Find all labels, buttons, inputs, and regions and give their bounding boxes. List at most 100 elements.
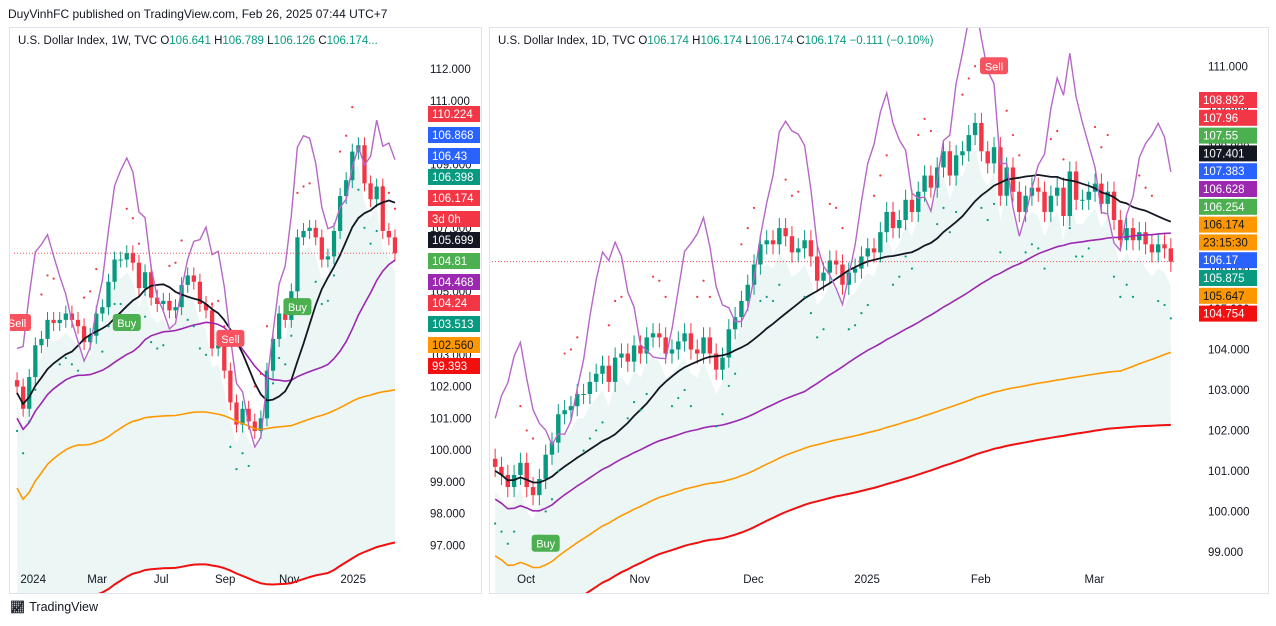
sar-dot xyxy=(595,429,598,432)
sar-dot xyxy=(816,336,819,339)
candle-body xyxy=(972,122,978,136)
sar-dot xyxy=(632,401,636,404)
candle-body xyxy=(871,248,877,253)
sar-dot xyxy=(992,202,996,205)
daily-chart-legend: U.S. Dollar Index, 1D, TVC O106.174 H106… xyxy=(498,35,933,47)
candle-body xyxy=(1099,183,1104,204)
sar-dot xyxy=(601,421,604,424)
sar-dot xyxy=(721,413,724,416)
candle-body xyxy=(325,256,331,260)
candle-body xyxy=(252,421,257,431)
candle-body xyxy=(100,307,105,314)
weekly-low: 106.126 xyxy=(273,35,316,47)
weekly-chart-canvas[interactable]: 112.000111.000110.000109.000108.000107.0… xyxy=(10,28,481,593)
weekly-symbol: U.S. Dollar Index, 1W, TVC xyxy=(18,35,158,47)
x-tick-label: Mar xyxy=(87,574,107,586)
sar-dot xyxy=(809,311,812,315)
sar-dot xyxy=(296,191,299,194)
candle-body xyxy=(69,313,75,320)
sar-dot xyxy=(253,385,256,388)
sar-dot xyxy=(345,134,348,137)
candle-body xyxy=(726,329,732,358)
weekly-chart-panel[interactable]: 112.000111.000110.000109.000108.000107.0… xyxy=(9,27,482,594)
sar-dot xyxy=(708,295,711,299)
sar-dot xyxy=(967,77,970,80)
price-label: 106.868 xyxy=(432,130,474,142)
sar-dot xyxy=(28,420,31,423)
sar-dot xyxy=(506,542,509,545)
daily-chart-canvas[interactable]: 111.000110.000109.000108.000107.000106.0… xyxy=(490,28,1268,593)
candle-body xyxy=(301,230,306,238)
sar-dot xyxy=(137,242,141,245)
x-tick-label: 2024 xyxy=(20,574,46,586)
sar-dot xyxy=(338,150,342,153)
candle-body xyxy=(203,304,209,311)
ma-red-line xyxy=(585,423,1171,593)
price-label: 105.647 xyxy=(1203,291,1245,303)
daily-chart-panel[interactable]: 111.000110.000109.000108.000107.000106.0… xyxy=(489,27,1269,594)
y-tick-label: 101.000 xyxy=(430,413,472,425)
sar-dot xyxy=(64,356,67,360)
sar-dot xyxy=(1119,295,1122,299)
candle-body xyxy=(979,122,984,152)
tradingview-brand[interactable]: 📈︎ TradingView xyxy=(10,600,98,614)
sar-dot xyxy=(1024,251,1027,254)
price-label-box xyxy=(1199,252,1257,269)
tradingview-logo-icon: 📈︎ xyxy=(10,600,26,614)
candle-body xyxy=(1048,195,1054,212)
candle-body xyxy=(777,228,782,245)
candle-body xyxy=(543,454,548,479)
sar-dot xyxy=(582,449,585,452)
sar-dot xyxy=(1011,133,1015,137)
candle-body xyxy=(130,253,135,263)
sar-dot xyxy=(290,334,293,337)
sar-dot xyxy=(265,325,269,328)
sar-dot xyxy=(639,409,642,412)
sar-dot xyxy=(326,299,330,302)
price-label-box xyxy=(1199,145,1257,162)
sar-dot xyxy=(841,227,844,230)
candle-body xyxy=(492,458,498,467)
sar-dot xyxy=(645,392,648,396)
candle-body xyxy=(575,394,580,407)
sar-dot xyxy=(670,405,674,408)
candle-body xyxy=(758,244,763,265)
x-tick-label: Jul xyxy=(154,574,169,586)
candle-body xyxy=(246,408,251,422)
sar-dot xyxy=(241,452,244,455)
price-label: 104.468 xyxy=(432,277,474,289)
candle-body xyxy=(173,307,178,311)
sar-dot xyxy=(999,251,1002,254)
sar-dot xyxy=(119,302,122,306)
candle-body xyxy=(216,345,221,349)
candle-body xyxy=(593,373,599,382)
sar-dot xyxy=(192,325,195,328)
candle-body xyxy=(1029,187,1035,196)
sar-dot xyxy=(664,295,667,299)
candle-body xyxy=(240,408,245,425)
sar-dot xyxy=(125,207,128,210)
candle-body xyxy=(45,319,50,339)
sar-dot xyxy=(715,425,718,428)
sar-dot xyxy=(740,243,743,246)
weekly-high: 106.789 xyxy=(222,35,264,47)
candle-body xyxy=(612,357,618,382)
candle-body xyxy=(179,284,184,308)
candle-body xyxy=(331,230,337,257)
signal-label: Sell xyxy=(221,334,239,346)
candle-body xyxy=(63,313,68,320)
candle-body xyxy=(998,147,1003,196)
candle-body xyxy=(1067,171,1073,216)
signal-badge xyxy=(283,298,312,316)
candle-body xyxy=(928,175,934,188)
sar-dot xyxy=(1049,138,1052,141)
sar-dot xyxy=(1157,299,1160,303)
sar-dot xyxy=(822,328,825,331)
sar-dot xyxy=(759,299,762,303)
sar-dot xyxy=(569,348,573,351)
sar-dot xyxy=(150,341,153,344)
sar-dot xyxy=(143,315,147,318)
candle-body xyxy=(657,333,662,338)
sar-dot xyxy=(278,356,281,360)
candle-body xyxy=(789,236,795,253)
